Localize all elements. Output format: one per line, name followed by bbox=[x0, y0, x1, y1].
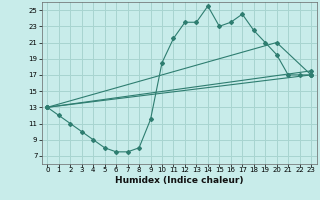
X-axis label: Humidex (Indice chaleur): Humidex (Indice chaleur) bbox=[115, 176, 244, 185]
